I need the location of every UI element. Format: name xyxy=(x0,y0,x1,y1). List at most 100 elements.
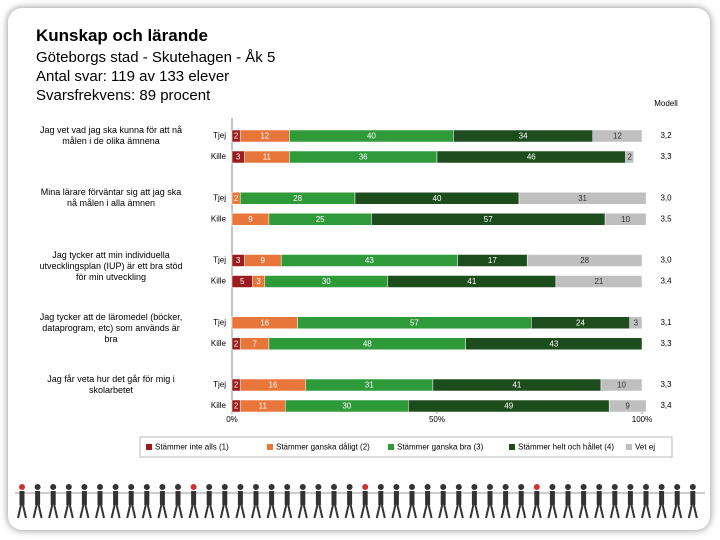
data-label: 25 xyxy=(316,215,325,224)
figure-leg xyxy=(521,504,527,519)
figure-leg xyxy=(692,504,698,519)
figure-leg xyxy=(209,504,215,519)
figure-leg xyxy=(469,504,475,519)
data-label: 2 xyxy=(234,194,239,203)
figure-body xyxy=(35,491,41,505)
legend-swatch xyxy=(267,444,273,450)
figure-leg xyxy=(131,504,137,519)
figure-head xyxy=(284,484,291,490)
figure-head xyxy=(128,484,135,490)
figure-leg xyxy=(505,504,511,519)
figure-leg xyxy=(443,504,449,519)
figure-body xyxy=(643,491,649,505)
x-tick-label: 100% xyxy=(632,415,652,424)
figure-leg xyxy=(583,504,589,519)
figure-leg xyxy=(53,504,59,519)
figure-body xyxy=(300,491,306,505)
data-label: 16 xyxy=(269,381,278,390)
model-value: 3,0 xyxy=(660,256,672,265)
legend-box xyxy=(139,436,673,458)
figure-body xyxy=(144,491,150,505)
figure-head xyxy=(377,484,384,490)
figure-body xyxy=(222,491,228,505)
question-label: Jag vet vad jag ska kunna för att nå mål… xyxy=(39,125,183,146)
figure-head xyxy=(34,484,41,490)
figure-body xyxy=(565,491,571,505)
bar-segment xyxy=(526,254,643,267)
subtitle: Svarsfrekvens: 89 procent xyxy=(36,87,211,104)
figure-body xyxy=(362,491,368,505)
figure-head xyxy=(471,484,478,490)
data-label: 40 xyxy=(433,194,442,203)
figure-head xyxy=(159,484,166,490)
data-label: 11 xyxy=(263,153,272,162)
model-header: Modell xyxy=(654,99,678,108)
question-label: Jag tycker att min individuella utveckli… xyxy=(39,249,183,282)
figure-body xyxy=(549,491,555,505)
figure-body xyxy=(113,491,119,505)
data-label: 3 xyxy=(634,318,639,327)
figure-leg xyxy=(646,504,651,519)
data-label: 2 xyxy=(234,339,239,348)
figure-head xyxy=(611,484,618,490)
bar-segment xyxy=(592,129,643,143)
data-label: 17 xyxy=(488,256,497,265)
figure-head xyxy=(518,484,525,490)
figure-leg xyxy=(224,504,230,519)
figure-body xyxy=(659,491,665,505)
figure-head xyxy=(627,484,634,490)
figure-head xyxy=(97,484,103,490)
data-label: 30 xyxy=(342,402,351,411)
figure-leg xyxy=(32,504,38,519)
figure-body xyxy=(81,491,87,505)
figure-leg xyxy=(297,504,303,519)
figure-body xyxy=(97,491,103,505)
figure-leg xyxy=(380,504,386,519)
data-label: 28 xyxy=(293,194,302,203)
model-value: 3,2 xyxy=(660,131,672,140)
data-label: 46 xyxy=(527,153,536,162)
figure-head xyxy=(393,484,400,490)
figure-leg xyxy=(162,504,168,519)
bar-segment xyxy=(465,337,643,350)
figure-body xyxy=(393,491,399,505)
figure-head xyxy=(143,484,150,490)
figure-head xyxy=(299,484,306,490)
question-label: Mina lärare förväntar sig att jag ska nå… xyxy=(40,187,182,209)
figure-leg xyxy=(235,504,241,519)
figure-head xyxy=(549,484,556,490)
model-value: 3,5 xyxy=(660,214,672,223)
model-value: 3,1 xyxy=(660,318,672,327)
figure-body xyxy=(440,491,446,505)
figure-head xyxy=(237,484,244,490)
data-label: 34 xyxy=(519,132,528,141)
data-label: 2 xyxy=(234,381,239,390)
figure-body xyxy=(456,491,462,505)
figure-body xyxy=(347,491,353,505)
data-label: 30 xyxy=(322,277,331,286)
figure-leg xyxy=(48,504,54,519)
figure-body xyxy=(581,491,587,505)
figure-leg xyxy=(266,504,272,519)
figure-leg xyxy=(63,504,69,519)
data-label: 40 xyxy=(367,132,376,141)
figure-head xyxy=(487,484,493,490)
figure-leg xyxy=(578,504,584,519)
figure-body xyxy=(253,491,259,505)
group-label: Kille xyxy=(211,401,227,410)
data-label: 7 xyxy=(252,339,257,348)
figure-leg xyxy=(146,504,152,519)
data-label: 21 xyxy=(594,277,603,286)
figure-head xyxy=(440,484,447,490)
figure-leg xyxy=(552,504,558,519)
data-label: 49 xyxy=(504,402,513,411)
figure-leg xyxy=(687,504,693,519)
figure-head xyxy=(455,484,462,490)
data-label: 43 xyxy=(365,256,374,265)
figure-head xyxy=(175,484,181,490)
figure-leg xyxy=(609,504,615,519)
figure-body xyxy=(50,491,56,505)
figure-leg xyxy=(240,504,246,519)
data-label: 10 xyxy=(617,381,626,390)
figure-leg xyxy=(349,504,355,519)
